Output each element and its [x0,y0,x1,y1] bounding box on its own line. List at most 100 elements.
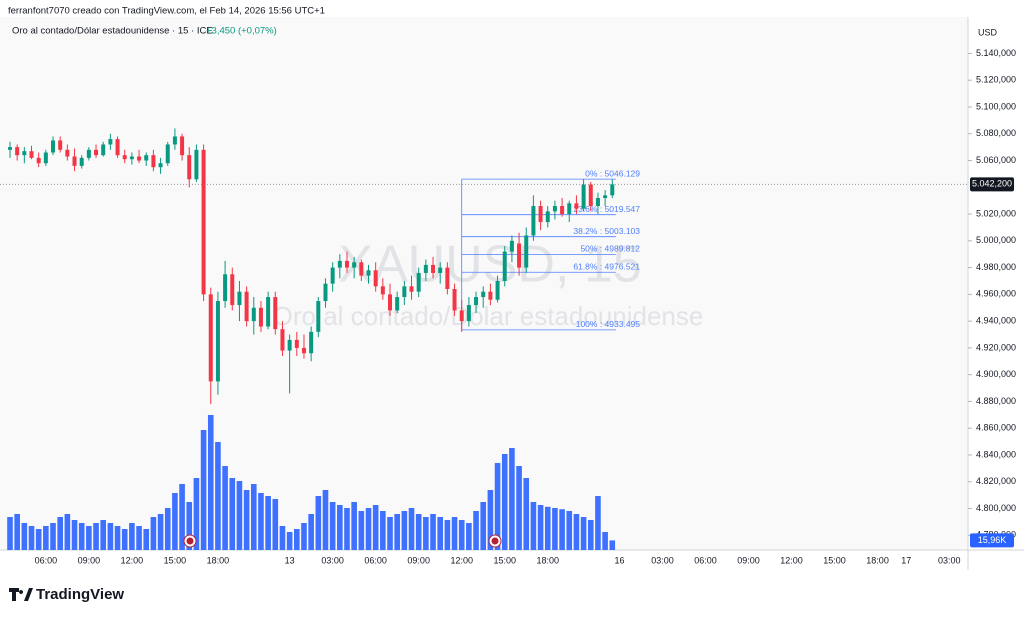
volume-bar [365,508,372,550]
volume-bar [544,506,551,550]
x-tick-label: 18:00 [866,555,889,565]
volume-bar [580,517,587,550]
volume-bar [587,520,594,550]
header: ferranfont7070 creado con TradingView.co… [8,6,325,17]
volume-bar [43,526,49,550]
fib-label: 38.2% : 5003.103 [573,226,640,236]
x-tick-label: 03:00 [321,555,344,565]
candle-body [65,149,70,157]
x-tick-label: 15:00 [164,555,187,565]
x-tick-label: 09:00 [737,555,760,565]
candle-body [79,157,84,166]
candle-body [474,297,479,306]
volume-bar [172,493,178,550]
volume-bar [559,509,565,550]
volume-bar [114,526,121,550]
volume-bar [21,523,28,550]
y-tick-label: 4.800,000 [976,503,1016,513]
candle-body [223,274,228,302]
y-tick-label: 4.920,000 [976,342,1016,352]
volume-bar [57,517,63,550]
volume-bar [387,517,393,550]
candle-body [502,251,507,281]
candle-body [352,262,357,268]
candle-body [72,156,77,166]
candle-body [452,289,457,311]
volume-bar [28,526,35,550]
candle-body [194,149,199,180]
volume-bar [50,523,56,550]
candle-body [137,156,142,161]
volume-bar [136,526,142,550]
candle-body [187,155,192,180]
x-tick-label: 18:00 [536,555,559,565]
fib-label: 0% : 5046.129 [585,168,640,178]
volume-bar [408,508,415,550]
x-tick-label: 12:00 [450,555,473,565]
volume-bar [602,532,608,550]
candle-body [237,291,242,306]
volume-bar [265,496,271,550]
candle-body [552,206,557,212]
candle-body [58,140,63,150]
y-tick-label: 4.960,000 [976,289,1016,299]
volume-bar [458,520,465,550]
volume-bar [315,496,322,550]
fib-label: 23.6% : 5019.547 [573,204,640,214]
candle-body [344,260,349,268]
candle-body [409,286,414,292]
volume-bar [100,520,107,550]
volume-bar [236,481,243,550]
x-tick-label: 06:00 [364,555,387,565]
volume-bar [466,523,472,550]
volume-bar [308,514,314,550]
candle-body [445,267,450,290]
candle-body [215,301,220,382]
candle-body [309,331,314,354]
volume-bar [86,526,92,550]
fib-label: 100% : 4933.495 [576,319,641,329]
volume-bar [351,502,357,550]
volume-bar [430,514,436,550]
currency: USD [978,27,998,37]
candle-body [101,144,106,156]
y-tick-label: 5.020,000 [976,208,1016,218]
candle-body [251,307,256,322]
candle-body [509,240,514,252]
volume-bar [286,532,293,550]
volume-bar [222,466,228,550]
candle-body [301,347,306,354]
candle-body [172,136,177,145]
candle-body [481,291,486,298]
candle-body [588,184,593,207]
volume-bar [516,466,522,550]
x-tick-label: 16 [614,555,624,565]
candle-body [531,206,536,236]
volume-bar [279,526,286,550]
volume-bar [250,484,257,550]
candle-body [15,147,20,156]
x-tick-label: 06:00 [35,555,58,565]
candle-body [151,155,156,168]
volume-bar [501,454,508,550]
y-tick-label: 5.000,000 [976,235,1016,245]
volume-bar [415,514,422,550]
candle-body [610,184,615,196]
candle-body [29,151,34,158]
candle-body [359,262,364,276]
candle-body [287,339,292,351]
event-icon [186,537,194,545]
x-tick-label: 17 [901,555,911,565]
volume-bar [71,520,78,550]
candle-body [230,274,235,306]
volume-bar [401,511,408,550]
volume-bar [329,502,336,550]
volume-bar [93,523,99,550]
candle-body [266,297,271,327]
candle-body [36,157,41,164]
volume-bar [530,502,537,550]
candle-body [22,151,27,156]
candle-body [158,163,163,168]
volume-bar [394,514,400,550]
volume-bar [7,517,13,550]
